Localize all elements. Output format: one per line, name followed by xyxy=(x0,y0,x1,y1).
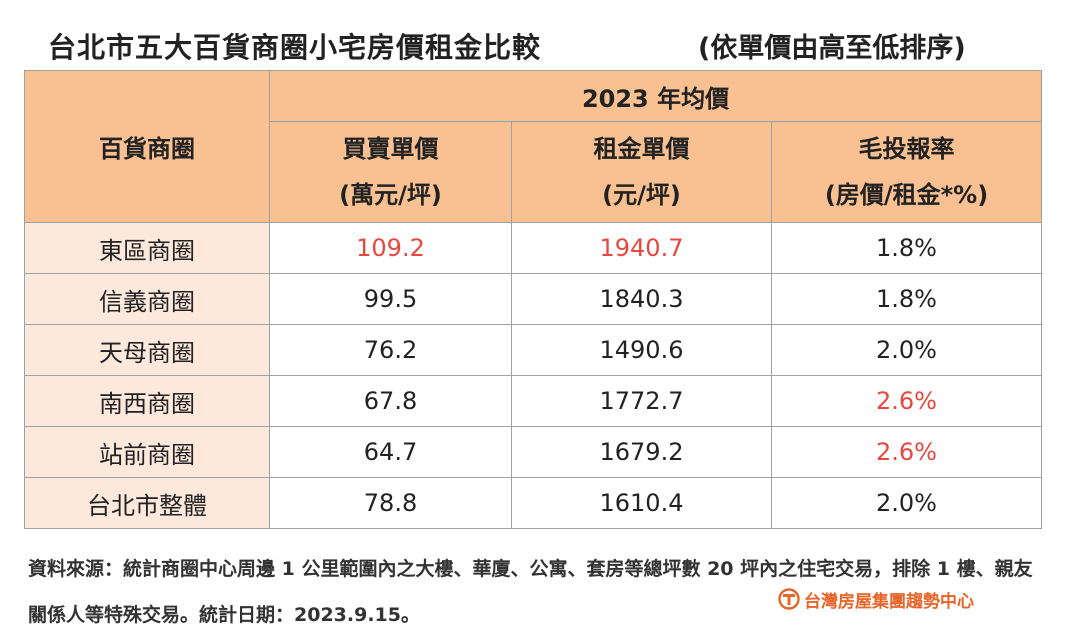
rent-cell: 1840.3 xyxy=(511,273,772,325)
header-price-line1: 買賣單價 xyxy=(342,135,439,163)
source-note: 資料來源：統計商圈中心周邊 1 公里範圍內之大樓、華廈、公寓、套房等總坪數 20… xyxy=(28,558,1033,626)
yield-cell: 1.8% xyxy=(770,222,1043,274)
rent-cell: 1610.4 xyxy=(511,477,772,529)
header-yield: 毛投報率 (房價/租金*%) xyxy=(770,121,1043,223)
header-yield-line2: (房價/租金*%) xyxy=(824,181,989,209)
table-row: 信義商圈 99.5 1840.3 1.8% xyxy=(24,273,1043,325)
rent-cell: 1490.6 xyxy=(511,324,772,376)
chart-title: 台北市五大百貨商圈小宅房價租金比較 xyxy=(48,31,542,64)
district-name-cell: 東區商圈 xyxy=(24,222,270,274)
table-row: 天母商圈 76.2 1490.6 2.0% xyxy=(24,324,1043,376)
yield-cell: 1.8% xyxy=(770,273,1043,325)
table-row: 東區商圈 109.2 1940.7 1.8% xyxy=(24,222,1043,274)
header-year: 2023 年均價 xyxy=(268,70,1043,122)
house-logo-icon xyxy=(778,588,800,610)
district-name-cell: 南西商圈 xyxy=(24,375,270,427)
header-price-line2: (萬元/坪) xyxy=(339,181,442,209)
district-name-cell: 信義商圈 xyxy=(24,273,270,325)
header-rent-line1: 租金單價 xyxy=(593,135,690,163)
table-row: 站前商圈 64.7 1679.2 2.6% xyxy=(24,426,1043,478)
yield-cell: 2.0% xyxy=(770,477,1043,529)
header-district: 百貨商圈 xyxy=(24,70,270,223)
district-name-cell: 站前商圈 xyxy=(24,426,270,478)
rent-cell: 1679.2 xyxy=(511,426,772,478)
district-name-cell: 天母商圈 xyxy=(24,324,270,376)
price-cell: 78.8 xyxy=(269,477,512,529)
header-rent-line2: (元/坪) xyxy=(602,181,681,209)
chart-subtitle: (依單價由高至低排序) xyxy=(698,33,966,64)
price-cell: 109.2 xyxy=(269,222,512,274)
header-price: 買賣單價 (萬元/坪) xyxy=(269,121,512,223)
yield-cell: 2.6% xyxy=(770,426,1043,478)
header-rent: 租金單價 (元/坪) xyxy=(511,121,772,223)
table-row: 台北市整體 78.8 1610.4 2.0% xyxy=(24,477,1043,529)
price-cell: 67.8 xyxy=(269,375,512,427)
price-rent-table: 百貨商圈 2023 年均價 買賣單價 (萬元/坪) 租金單價 (元/坪) 毛投報… xyxy=(24,70,1043,529)
price-cell: 99.5 xyxy=(269,273,512,325)
publisher-logo: 台灣房屋集團趨勢中心 xyxy=(778,586,974,612)
header-yield-line1: 毛投報率 xyxy=(858,135,955,163)
table-row: 南西商圈 67.8 1772.7 2.6% xyxy=(24,375,1043,427)
rent-cell: 1940.7 xyxy=(511,222,772,274)
rent-cell: 1772.7 xyxy=(511,375,772,427)
yield-cell: 2.6% xyxy=(770,375,1043,427)
district-name-cell: 台北市整體 xyxy=(24,477,270,529)
price-cell: 64.7 xyxy=(269,426,512,478)
price-cell: 76.2 xyxy=(269,324,512,376)
logo-text: 台灣房屋集團趨勢中心 xyxy=(804,591,974,612)
yield-cell: 2.0% xyxy=(770,324,1043,376)
title-row: 台北市五大百貨商圈小宅房價租金比較 (依單價由高至低排序) xyxy=(48,26,1028,66)
